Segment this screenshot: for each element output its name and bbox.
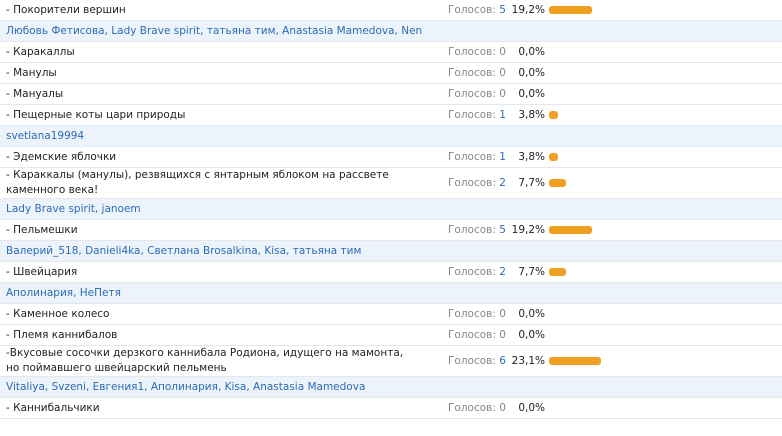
voters-row: svetlana19994 (0, 126, 782, 147)
option-text: - Караккалы (манулы), резвящихся с янтар… (6, 169, 389, 196)
votes-label: Голосов: (448, 266, 496, 278)
votes-label: Голосов: (448, 151, 496, 163)
percent-label: 0,0% (518, 67, 545, 79)
votes-count: 5 (499, 4, 506, 16)
percent-label: 0,0% (518, 88, 545, 100)
percent-bar (549, 111, 558, 119)
votes-cell: Голосов: 0 (448, 88, 508, 100)
option-row: - Племя каннибалов Голосов: 0 0,0% (0, 325, 782, 346)
votes-cell: Голосов: 0 (448, 329, 508, 341)
percent-bar (549, 357, 601, 365)
votes-count: 0 (499, 329, 506, 341)
percent-bar (549, 179, 567, 187)
votes-count: 1 (499, 109, 506, 121)
votes-cell: Голосов: 0 (448, 308, 508, 320)
votes-cell: Голосов: 2 (448, 266, 508, 278)
votes-count: 6 (499, 355, 506, 367)
option-text: - Швейцария (6, 265, 78, 278)
option-text: - Мануалы (6, 87, 64, 100)
percent-label: 19,2% (511, 224, 545, 236)
option-text: - Пельмешки (6, 223, 78, 236)
option-row: - Швейцария Голосов: 2 7,7% (0, 262, 782, 283)
option-text: - Племя каннибалов (6, 328, 118, 341)
votes-count: 0 (499, 402, 506, 414)
voters-row: Lady Brave spirit, janoem (0, 199, 782, 220)
voters-row: Vitaliya, Svzeni, Евгения1, Аполинария, … (0, 377, 782, 398)
votes-label: Голосов: (448, 329, 496, 341)
percent-label: 0,0% (518, 308, 545, 320)
votes-count: 5 (499, 224, 506, 236)
votes-cell: Голосов: 0 (448, 46, 508, 58)
percent-bar (549, 153, 558, 161)
votes-label: Голосов: (448, 355, 496, 367)
option-text: - Эдемские яблочки (6, 150, 117, 163)
percent-bar (549, 6, 593, 14)
votes-label: Голосов: (448, 224, 496, 236)
percent-label: 19,2% (511, 4, 545, 16)
votes-cell: Голосов: 5 (448, 4, 508, 16)
votes-label: Голосов: (448, 177, 496, 189)
votes-count: 1 (499, 151, 506, 163)
option-text: -Вкусовые сосочки дерзкого каннибала Род… (6, 347, 404, 374)
votes-cell: Голосов: 0 (448, 67, 508, 79)
percent-label: 3,8% (518, 151, 545, 163)
votes-cell: Голосов: 1 (448, 151, 508, 163)
votes-cell: Голосов: 2 (448, 177, 508, 189)
option-text: - Каннибальчики (6, 401, 100, 414)
votes-count: 0 (499, 67, 506, 79)
option-text: - Покорители вершин (6, 3, 126, 16)
votes-label: Голосов: (448, 308, 496, 320)
option-row: - Каннибальчики Голосов: 0 0,0% (0, 398, 782, 419)
votes-count: 0 (499, 308, 506, 320)
percent-label: 0,0% (518, 329, 545, 341)
option-row: - Караккалы (манулы), резвящихся с янтар… (0, 168, 782, 199)
votes-count: 0 (499, 88, 506, 100)
percent-bar (549, 268, 567, 276)
percent-bar (549, 226, 593, 234)
option-row: - Пельмешки Голосов: 5 19,2% (0, 220, 782, 241)
votes-count: 0 (499, 46, 506, 58)
voters-row: Аполинария, НеПетя (0, 283, 782, 304)
percent-label: 0,0% (518, 402, 545, 414)
option-row: - Манулы Голосов: 0 0,0% (0, 63, 782, 84)
votes-label: Голосов: (448, 46, 496, 58)
option-row: -Вкусовые сосочки дерзкого каннибала Род… (0, 346, 782, 377)
option-text: - Манулы (6, 66, 57, 79)
percent-label: 3,8% (518, 109, 545, 121)
voters-row: Валерий_518, Danieli4ka, Светлана Brosal… (0, 241, 782, 262)
votes-label: Голосов: (448, 67, 496, 79)
option-row: - Эдемские яблочки Голосов: 1 3,8% (0, 147, 782, 168)
percent-label: 7,7% (518, 266, 545, 278)
percent-label: 7,7% (518, 177, 545, 189)
percent-label: 23,1% (511, 355, 545, 367)
voters-row: Любовь Фетисова, Lady Brave spirit, тать… (0, 21, 782, 42)
option-row: - Каменное колесо Голосов: 0 0,0% (0, 304, 782, 325)
option-text: - Каменное колесо (6, 307, 110, 320)
votes-count: 2 (499, 177, 506, 189)
option-row: - Покорители вершин Голосов: 5 19,2% (0, 0, 782, 21)
option-text: - Каракаллы (6, 45, 75, 58)
option-row: - Мануалы Голосов: 0 0,0% (0, 84, 782, 105)
votes-label: Голосов: (448, 4, 496, 16)
votes-label: Голосов: (448, 88, 496, 100)
option-row: - Каракаллы Голосов: 0 0,0% (0, 42, 782, 63)
votes-label: Голосов: (448, 109, 496, 121)
option-text: - Пещерные коты цари природы (6, 108, 186, 121)
votes-cell: Голосов: 1 (448, 109, 508, 121)
option-row: - Пещерные коты цари природы Голосов: 1 3,… (0, 105, 782, 126)
votes-count: 2 (499, 266, 506, 278)
votes-cell: Голосов: 5 (448, 224, 508, 236)
votes-cell: Голосов: 0 (448, 402, 508, 414)
votes-label: Голосов: (448, 402, 496, 414)
percent-label: 0,0% (518, 46, 545, 58)
votes-cell: Голосов: 6 (448, 355, 508, 367)
